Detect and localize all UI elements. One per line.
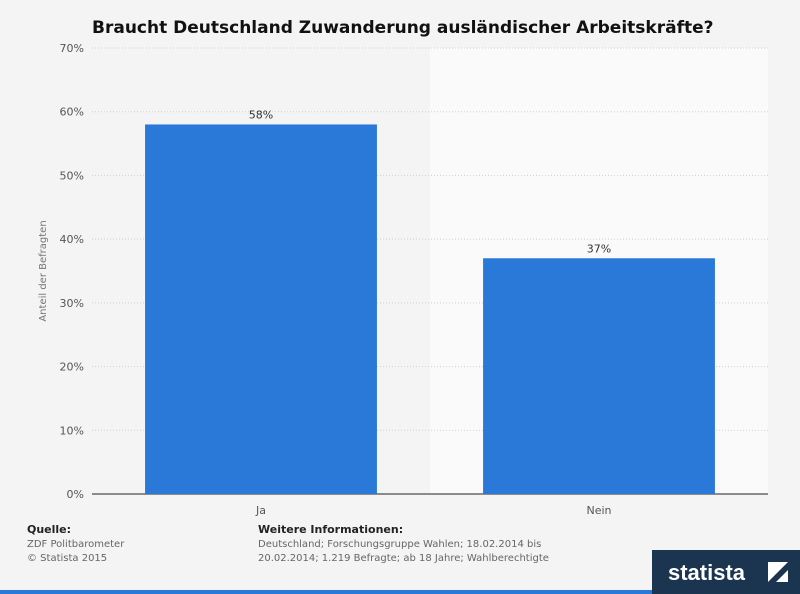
info-line: 20.02.2014; 1.219 Befragte; ab 18 Jahre;… [258,553,549,564]
info-block: Weitere Informationen: Deutschland; Fors… [258,523,578,566]
bar-nein[interactable] [483,258,715,494]
source-header: Quelle: [27,523,72,536]
y-tick-label: 40% [60,233,84,246]
bottom-accent-line [0,590,800,594]
chart-title: Braucht Deutschland Zuwanderung ausländi… [92,18,714,38]
source-line: © Statista 2015 [27,553,108,564]
y-tick-label: 30% [60,297,84,310]
statista-logo[interactable]: statista [652,550,800,594]
bar-ja[interactable] [145,124,377,494]
y-tick-label: 50% [60,169,84,182]
y-tick-label: 70% [60,42,84,55]
source-block: Quelle: ZDF Politbarometer © Statista 20… [27,523,227,566]
x-tick-label: Ja [255,504,266,517]
info-line: Deutschland; Forschungsgruppe Wahlen; 18… [258,539,542,550]
y-axis-label: Anteil der Befragten [38,220,49,321]
bar-chart: 0% 10% 20% 30% 40% 50% 60% 70% 58% Ja 37% Nein Ante… [38,42,768,517]
brand-name: statista [668,560,746,585]
y-tick-label: 0% [67,488,84,501]
x-tick-label: Nein [586,504,611,517]
y-tick-label: 20% [60,361,84,374]
data-label: 37% [587,242,611,255]
data-label: 58% [249,108,273,121]
source-line: ZDF Politbarometer [27,539,125,550]
brand-mark-icon [768,562,788,582]
y-tick-label: 10% [60,424,84,437]
y-tick-label: 60% [60,106,84,119]
info-header: Weitere Informationen: [258,523,404,536]
